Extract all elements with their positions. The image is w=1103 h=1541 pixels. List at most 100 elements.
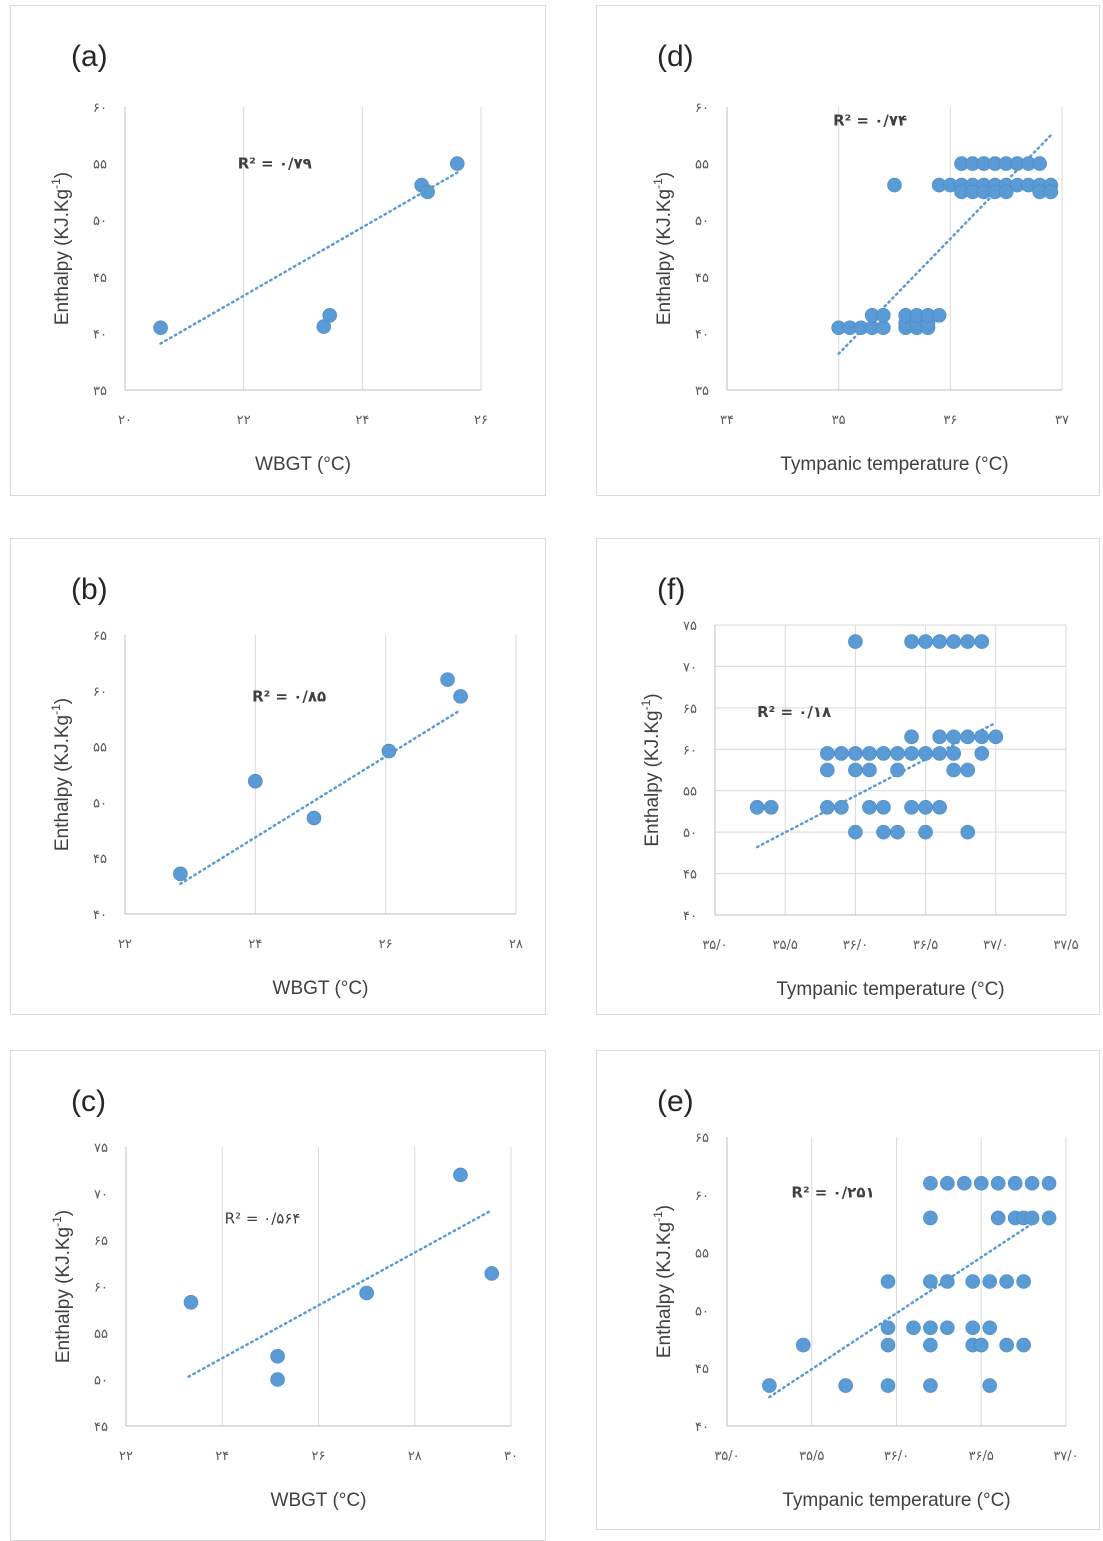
data-point: [923, 1175, 938, 1191]
x-tick-label: ۲۸: [509, 937, 523, 952]
data-point: [940, 1175, 955, 1191]
y-tick-label: ۵۰: [93, 796, 107, 811]
data-point: [834, 746, 849, 761]
data-point: [973, 1175, 989, 1191]
data-point: [453, 1167, 468, 1183]
data-point: [973, 1337, 989, 1353]
data-point: [906, 1320, 921, 1336]
y-axis-title: Enthalpy (KJ.Kg-1): [49, 698, 73, 851]
chart-panel-c: ۴۵ ۵۰ ۵۵ ۶۰ ۶۵ ۷۰ ۷۵ ۲۲ ۲۴ ۲۶ ۲۸ ۳۰ (c) WBGT (°C) Enth…: [10, 1050, 546, 1541]
data-point: [820, 799, 835, 815]
data-point: [1024, 1175, 1040, 1191]
y-tick-label: ۷۰: [94, 1188, 108, 1203]
data-point: [974, 634, 990, 649]
data-point: [880, 1274, 896, 1289]
data-point: [982, 1274, 998, 1289]
y-tick-label: ۵۰: [93, 214, 107, 229]
data-point: [762, 1378, 777, 1393]
y-tick-label: ۴۵: [93, 852, 107, 867]
data-point: [862, 799, 877, 815]
data-point: [946, 729, 961, 745]
data-point: [183, 1295, 199, 1310]
chart-c-svg: ۴۵ ۵۰ ۵۵ ۶۰ ۶۵ ۷۰ ۷۵ ۲۲ ۲۴ ۲۶ ۲۸ ۳۰ (c) WBGT (°C) Enth…: [50, 1085, 518, 1511]
data-point: [440, 672, 455, 687]
y-tick-label: ۳۵: [695, 384, 709, 399]
data-point: [876, 307, 891, 323]
data-point: [1041, 1210, 1057, 1226]
y-tick-label: ۵۰: [695, 1304, 709, 1319]
x-tick-label: ۳۴: [720, 413, 734, 428]
data-point: [932, 746, 947, 761]
panel-label: (a): [71, 40, 108, 73]
y-tick-label: ۴۵: [695, 1362, 709, 1377]
y-tick-label: ۴۵: [93, 271, 107, 286]
data-point: [381, 743, 397, 759]
data-point: [862, 746, 877, 761]
y-tick-label: ۵۵: [93, 741, 107, 756]
y-tick-label: ۴۰: [695, 327, 709, 342]
x-tick-label: ۲۶: [379, 937, 393, 952]
y-tick-label: ۶۰: [695, 101, 709, 116]
data-point: [270, 1372, 285, 1387]
x-tick-label: ۳۰: [504, 1449, 518, 1464]
x-tick-label: ۳۵/۰: [702, 938, 727, 953]
data-point: [322, 307, 338, 323]
data-point: [359, 1285, 374, 1301]
y-tick-label: ۷۰: [683, 660, 697, 675]
data-point: [820, 762, 835, 778]
chart-b-svg: ۴۰ ۴۵ ۵۰ ۵۵ ۶۰ ۶۵ ۲۲ ۲۴ ۲۶ ۲۸ (b) WBGT (°C) Enthalpy…: [49, 573, 523, 999]
data-point: [932, 799, 947, 815]
x-tick-label: ۳۶: [943, 413, 957, 428]
data-point: [923, 1210, 938, 1226]
data-point: [848, 824, 863, 840]
x-tick-label: ۳۵/۵: [773, 938, 798, 953]
data-point: [763, 799, 779, 815]
chart-d-svg: ۳۵ ۴۰ ۴۵ ۵۰ ۵۵ ۶۰ ۳۴ ۳۵ ۳۶ ۳۷ (d) Tympanic temperat…: [651, 40, 1069, 475]
data-point: [848, 746, 863, 761]
data-point: [940, 1274, 955, 1289]
data-point: [999, 1337, 1014, 1353]
chart-panel-d: ۳۵ ۴۰ ۴۵ ۵۰ ۵۵ ۶۰ ۳۴ ۳۵ ۳۶ ۳۷ (d) Tympanic temperat…: [596, 5, 1100, 496]
data-point: [876, 824, 891, 840]
data-point: [960, 762, 976, 778]
data-point: [918, 824, 933, 840]
x-tick-label: ۳۷/۵: [1053, 938, 1078, 953]
data-point: [795, 1337, 811, 1353]
data-point: [960, 729, 976, 745]
x-tick-label: ۲۸: [408, 1449, 422, 1464]
y-axis-title: Enthalpy (KJ.Kg-1): [651, 1205, 675, 1358]
r-squared-label: R² = ۰/۲۵۱: [791, 1183, 874, 1201]
data-point: [960, 634, 976, 649]
x-tick-label: ۳۶/۰: [843, 938, 868, 953]
y-tick-label: ۵۵: [93, 158, 107, 173]
data-point: [990, 1175, 1006, 1191]
x-tick-label: ۳۷/۰: [1053, 1449, 1078, 1464]
y-tick-label: ۶۰: [695, 1189, 709, 1204]
y-tick-label: ۶۰: [93, 685, 107, 700]
data-point: [960, 824, 976, 840]
x-tick-label: ۲۶: [312, 1449, 326, 1464]
trendline: [187, 1208, 493, 1378]
trendline: [768, 1222, 1034, 1399]
y-tick-label: ۵۰: [94, 1374, 108, 1389]
y-tick-label: ۶۰: [94, 1281, 108, 1296]
data-point: [1043, 184, 1059, 200]
x-tick-label: ۳۵/۰: [714, 1449, 739, 1464]
data-point: [876, 799, 891, 815]
y-tick-label: ۶۵: [683, 702, 697, 717]
data-point: [820, 746, 835, 761]
data-point: [931, 307, 947, 323]
data-point: [918, 634, 933, 649]
y-tick-label: ۴۰: [93, 908, 107, 923]
y-tick-label: ۶۵: [93, 629, 107, 644]
data-point: [880, 1337, 896, 1353]
x-tick-label: ۲۲: [118, 937, 132, 952]
x-axis-title: WBGT (°C): [255, 454, 351, 475]
y-tick-label: ۷۵: [94, 1141, 108, 1156]
data-point: [974, 746, 990, 761]
y-tick-label: ۶۵: [695, 1131, 709, 1146]
y-tick-label: ۶۰: [93, 101, 107, 116]
y-tick-label: ۶۵: [94, 1234, 108, 1249]
data-point: [918, 799, 933, 815]
data-point: [887, 177, 902, 193]
